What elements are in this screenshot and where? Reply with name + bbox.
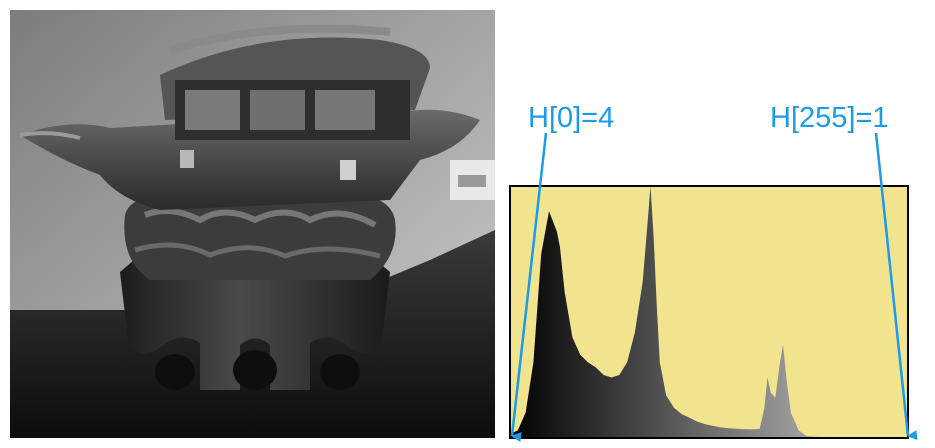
histogram-area (510, 186, 908, 438)
carving-photo-image (10, 10, 495, 438)
annotation-h0-arrow (510, 132, 548, 442)
annotation-h255-arrow (874, 132, 918, 441)
plot-background (510, 186, 908, 438)
annotation-h0-label: H[0]=4 (528, 102, 614, 134)
plot-border (509, 185, 909, 439)
carving-photo (10, 10, 495, 438)
annotation-h255-label: H[255]=1 (770, 102, 889, 134)
